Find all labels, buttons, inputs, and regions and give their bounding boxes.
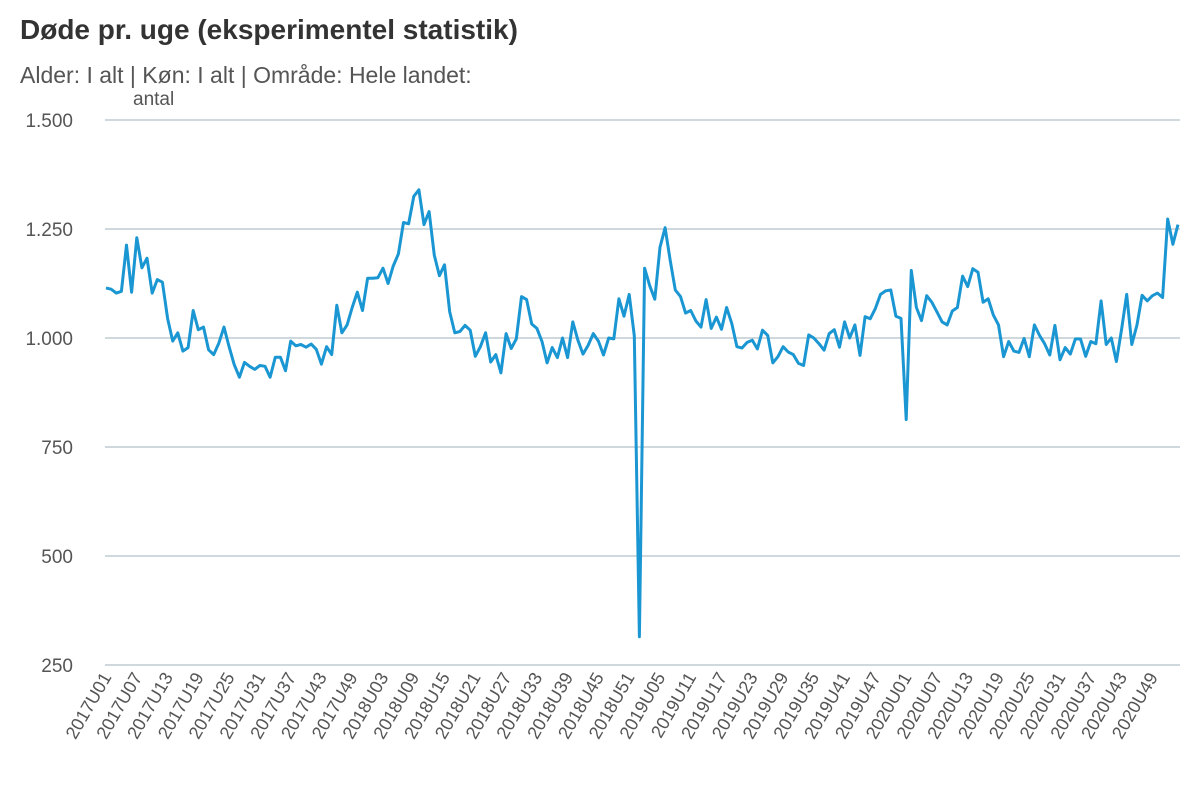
y-tick-label: 500 [41,547,73,568]
y-tick-label: 750 [41,438,73,459]
y-tick-label: 1.250 [25,220,73,241]
y-tick-label: 1.000 [25,329,73,350]
y-axis-unit-label: antal [133,89,175,110]
series-line [105,188,1180,639]
y-tick-label: 1.500 [25,111,73,132]
x-axis-ticks: 2017U012017U072017U132017U192017U252017U… [62,669,1162,742]
y-axis-ticks: 1.500 1.250 1.000 750 500 250 [25,111,73,677]
series-group [105,188,1180,639]
chart-title: Døde pr. uge (eksperimentel statistik) [20,14,518,45]
chart-subtitle: Alder: I alt | Køn: I alt | Område: Hele… [20,62,472,88]
y-tick-label: 250 [41,656,73,677]
